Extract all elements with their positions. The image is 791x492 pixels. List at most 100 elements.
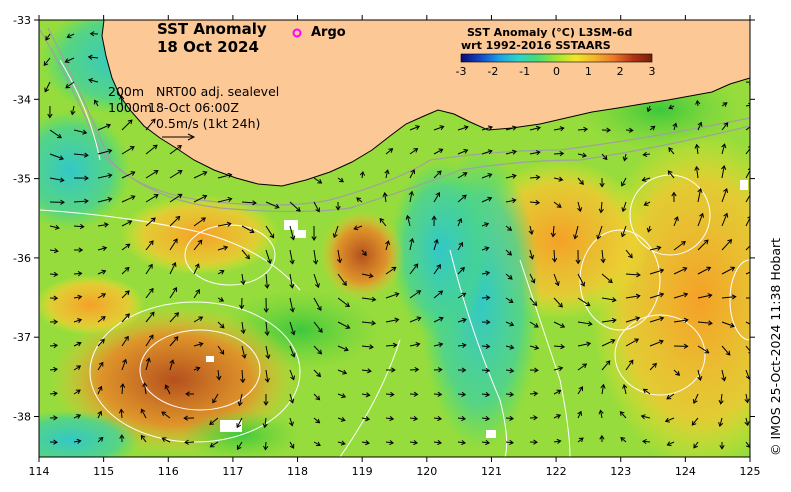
current-vector <box>97 338 105 347</box>
current-vector <box>169 312 180 323</box>
current-vector <box>697 293 713 299</box>
current-vector <box>433 170 442 179</box>
current-vector <box>553 389 562 395</box>
x-tick-label: 120 <box>416 465 437 478</box>
current-vector <box>745 297 750 299</box>
current-vector <box>673 216 679 227</box>
current-vector <box>384 169 390 179</box>
current-vector <box>457 342 467 349</box>
current-vector <box>264 321 270 336</box>
current-vector <box>505 415 515 421</box>
current-vector <box>405 214 411 227</box>
current-vector <box>721 212 729 227</box>
current-vector <box>697 369 703 381</box>
current-vector <box>337 440 346 446</box>
x-tick-label: 121 <box>481 465 502 478</box>
current-vector <box>97 436 104 443</box>
current-vector <box>577 126 589 133</box>
current-vector <box>185 391 195 397</box>
current-vector <box>145 334 154 347</box>
current-vector <box>97 361 104 371</box>
current-vector <box>673 241 686 251</box>
current-vector <box>481 196 493 203</box>
current-vector <box>601 339 616 347</box>
current-vector <box>457 266 465 275</box>
y-tick-label: -33 <box>13 14 31 27</box>
isobath-lines <box>39 27 750 213</box>
current-vector <box>433 439 443 446</box>
x-tick-label: 125 <box>740 465 761 478</box>
y-axis: -33-34-35-36-37-38 <box>13 14 755 424</box>
current-vector <box>601 127 612 133</box>
current-vector <box>313 273 320 289</box>
current-vector <box>43 57 51 67</box>
title-line1: SST Anomaly <box>157 20 267 38</box>
current-vector <box>121 220 133 227</box>
current-vector <box>721 143 727 155</box>
current-vector <box>691 417 699 426</box>
current-vector <box>73 414 82 419</box>
y-tick-label: -38 <box>13 411 31 424</box>
current-vector <box>121 335 129 347</box>
current-vector <box>409 342 421 348</box>
current-vector <box>694 165 700 179</box>
current-vector <box>240 273 246 286</box>
current-vector <box>236 417 243 429</box>
current-vector <box>263 297 269 313</box>
current-vector <box>457 217 463 227</box>
current-vector <box>553 438 562 445</box>
current-vector <box>672 122 678 131</box>
current-vector <box>505 321 515 327</box>
current-vector <box>646 105 652 113</box>
current-vector <box>193 217 207 227</box>
current-vector <box>145 144 158 155</box>
current-vector <box>97 293 107 299</box>
current-vector <box>169 359 175 371</box>
current-vector <box>337 297 350 307</box>
current-vector <box>599 434 605 443</box>
current-vector <box>553 366 564 372</box>
current-vector <box>217 321 225 329</box>
current-vector <box>481 173 493 179</box>
current-vector <box>577 321 593 327</box>
current-vector <box>140 434 147 443</box>
current-vector <box>385 317 400 323</box>
current-vector <box>169 336 179 347</box>
current-vector <box>73 152 89 158</box>
current-vector <box>671 191 677 203</box>
current-vector <box>529 367 539 373</box>
current-vector <box>262 417 268 429</box>
current-vector <box>169 215 181 227</box>
current-vector <box>528 225 534 235</box>
current-vector <box>118 408 125 419</box>
current-vector <box>336 249 343 264</box>
current-vector <box>289 345 296 358</box>
current-vector <box>169 193 183 203</box>
current-vector <box>625 127 634 133</box>
current-vector <box>217 345 225 355</box>
current-vector <box>577 152 587 158</box>
current-vector <box>646 225 652 233</box>
depth-1000-label: 1000m <box>108 100 152 115</box>
vector-scale-arrow-icon <box>162 133 196 141</box>
current-vector <box>625 272 641 278</box>
current-vector <box>97 269 107 275</box>
current-vector <box>721 369 727 382</box>
current-vector <box>193 316 204 323</box>
y-tick-label: -37 <box>13 331 31 344</box>
current-vector <box>553 343 566 350</box>
current-vector <box>457 415 467 422</box>
current-vector <box>263 393 269 406</box>
current-vector <box>236 441 243 450</box>
current-vector <box>642 388 651 395</box>
current-vector <box>529 125 541 131</box>
current-vectors <box>43 31 750 451</box>
current-vector <box>49 129 62 139</box>
current-vector <box>433 192 441 203</box>
current-vector <box>169 262 177 275</box>
current-vector <box>49 295 59 301</box>
current-vector <box>289 249 295 265</box>
current-vector <box>97 410 103 419</box>
current-vector <box>744 417 750 427</box>
current-vector <box>667 170 675 179</box>
